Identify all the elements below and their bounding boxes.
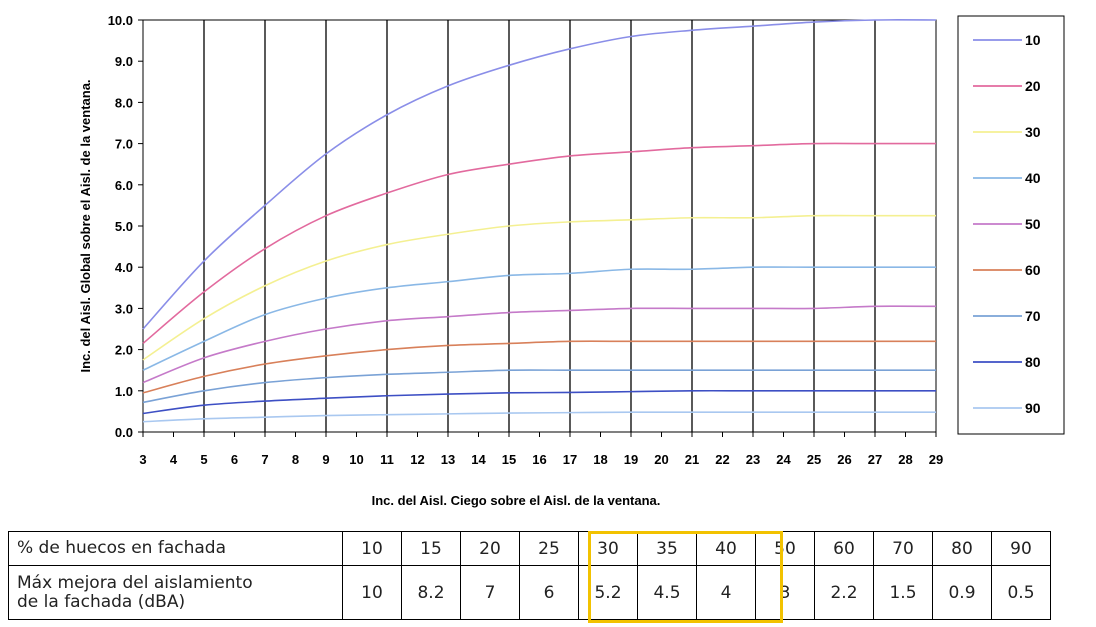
x-axis-title: Inc. del Aisl. Ciego sobre el Aisl. de l…: [372, 493, 661, 508]
x-tick-label: 29: [929, 452, 943, 467]
x-tick-label: 3: [139, 452, 146, 467]
series-line-50: [142, 305, 937, 384]
x-tick-label: 5: [200, 452, 207, 467]
x-tick-label: 11: [380, 452, 394, 467]
table-cell: 1.5: [873, 565, 933, 620]
y-tick-label: 9.0: [115, 54, 133, 69]
x-tick-label: 7: [261, 452, 268, 467]
y-tick-label: 8.0: [115, 95, 133, 110]
legend-label: 50: [1025, 216, 1041, 232]
series-line-20: [142, 142, 936, 345]
table-cell: 10: [342, 531, 402, 566]
x-tick-label: 27: [868, 452, 882, 467]
table-cell: 60: [814, 531, 874, 566]
grid-lines: [203, 20, 876, 432]
x-tick-label: 10: [349, 452, 363, 467]
table-cell: 4.5: [637, 565, 697, 620]
series-line-80: [142, 389, 936, 415]
series-line-60: [142, 340, 936, 394]
y-tick-label: 10.0: [108, 13, 133, 28]
x-tick-label: 17: [563, 452, 577, 467]
legend-label: 30: [1025, 124, 1041, 140]
legend-label: 40: [1025, 170, 1041, 186]
table-cell: 8.2: [401, 565, 461, 620]
table-row: Máx mejora del aislamiento de la fachada …: [8, 565, 1051, 620]
table-cell: 0.5: [991, 565, 1051, 620]
table-cell: 10: [342, 565, 402, 620]
table-cell: 30: [578, 531, 638, 566]
y-tick-label: 0.0: [115, 425, 133, 440]
row-header-line: de la fachada (dBA): [17, 591, 186, 612]
table-cell: 3: [755, 565, 815, 620]
legend: 10 20 30 40 50 60 70 80 90: [957, 15, 1065, 435]
x-tick-label: 22: [715, 452, 729, 467]
legend-label: 90: [1025, 400, 1041, 416]
table-cell: 70: [873, 531, 933, 566]
table-cell: 4: [696, 565, 756, 620]
table-cell: 15: [401, 531, 461, 566]
legend-frame: [957, 15, 1065, 435]
table-cell: 20: [460, 531, 520, 566]
x-tick-label: 18: [593, 452, 607, 467]
x-tick-label: 4: [170, 452, 178, 467]
x-tick-label: 28: [898, 452, 912, 467]
table-cell: 25: [519, 531, 579, 566]
row-header-huecos: % de huecos en fachada: [8, 531, 343, 566]
x-tick-label: 21: [685, 452, 699, 467]
x-axis: 3 4 5 6 7 8 9 10 11 12 13 14 15 16 17 18 19 20 21 22 23 24 25 2…: [139, 432, 943, 467]
x-tick-label: 13: [441, 452, 455, 467]
legend-label: 20: [1025, 78, 1041, 94]
x-tick-label: 16: [532, 452, 546, 467]
row-header-mejora: Máx mejora del aislamiento de la fachada …: [8, 565, 343, 620]
y-tick-label: 4.0: [115, 260, 133, 275]
y-axis-title: Inc. del Aisl. Global sobre el Aisl. de …: [78, 79, 93, 372]
table-cell: 7: [460, 565, 520, 620]
x-tick-label: 24: [776, 452, 791, 467]
series-line-10: [142, 19, 937, 330]
x-tick-label: 26: [837, 452, 851, 467]
x-tick-label: 15: [502, 452, 516, 467]
series-lines: [142, 19, 937, 423]
x-tick-label: 8: [292, 452, 299, 467]
series-line-90: [142, 411, 936, 423]
table-cell: 90: [991, 531, 1051, 566]
series-line-30: [142, 214, 936, 361]
table-cell: 80: [932, 531, 992, 566]
y-tick-label: 6.0: [115, 178, 133, 193]
table-cell: 0.9: [932, 565, 992, 620]
y-tick-label: 3.0: [115, 301, 133, 316]
y-tick-label: 7.0: [115, 137, 133, 152]
legend-label: 70: [1025, 308, 1041, 324]
series-line-40: [142, 266, 936, 371]
row-header-line: Máx mejora del aislamiento: [17, 572, 253, 593]
x-tick-label: 14: [471, 452, 486, 467]
table-cell: 5.2: [578, 565, 638, 620]
x-tick-label: 9: [322, 452, 329, 467]
x-tick-label: 19: [624, 452, 638, 467]
legend-label: 80: [1025, 354, 1041, 370]
table-cell: 2.2: [814, 565, 874, 620]
table-cell: 35: [637, 531, 697, 566]
x-tick-label: 23: [746, 452, 760, 467]
legend-label: 60: [1025, 262, 1041, 278]
x-tick-label: 6: [231, 452, 238, 467]
chart: 0.0 1.0 2.0 3.0 4.0 5.0 6.0 7.0 8.0 9.0 10.0 3 4 5 6 7…: [78, 13, 1065, 508]
table-cell: 50: [755, 531, 815, 566]
table-cell: 6: [519, 565, 579, 620]
plot-area: [142, 19, 937, 433]
x-tick-label: 20: [654, 452, 668, 467]
y-tick-label: 5.0: [115, 219, 133, 234]
series-line-70: [142, 369, 936, 404]
x-tick-label: 25: [807, 452, 821, 467]
x-tick-label: 12: [410, 452, 424, 467]
y-tick-label: 2.0: [115, 343, 133, 358]
y-tick-label: 1.0: [115, 384, 133, 399]
legend-label: 10: [1025, 32, 1041, 48]
table-cell: 40: [696, 531, 756, 566]
table-row: % de huecos en fachada 10 15 20 25 30 35…: [8, 531, 1051, 566]
data-table: % de huecos en fachada 10 15 20 25 30 35…: [8, 531, 1051, 620]
y-axis: 0.0 1.0 2.0 3.0 4.0 5.0 6.0 7.0 8.0 9.0 10.0: [108, 13, 143, 440]
